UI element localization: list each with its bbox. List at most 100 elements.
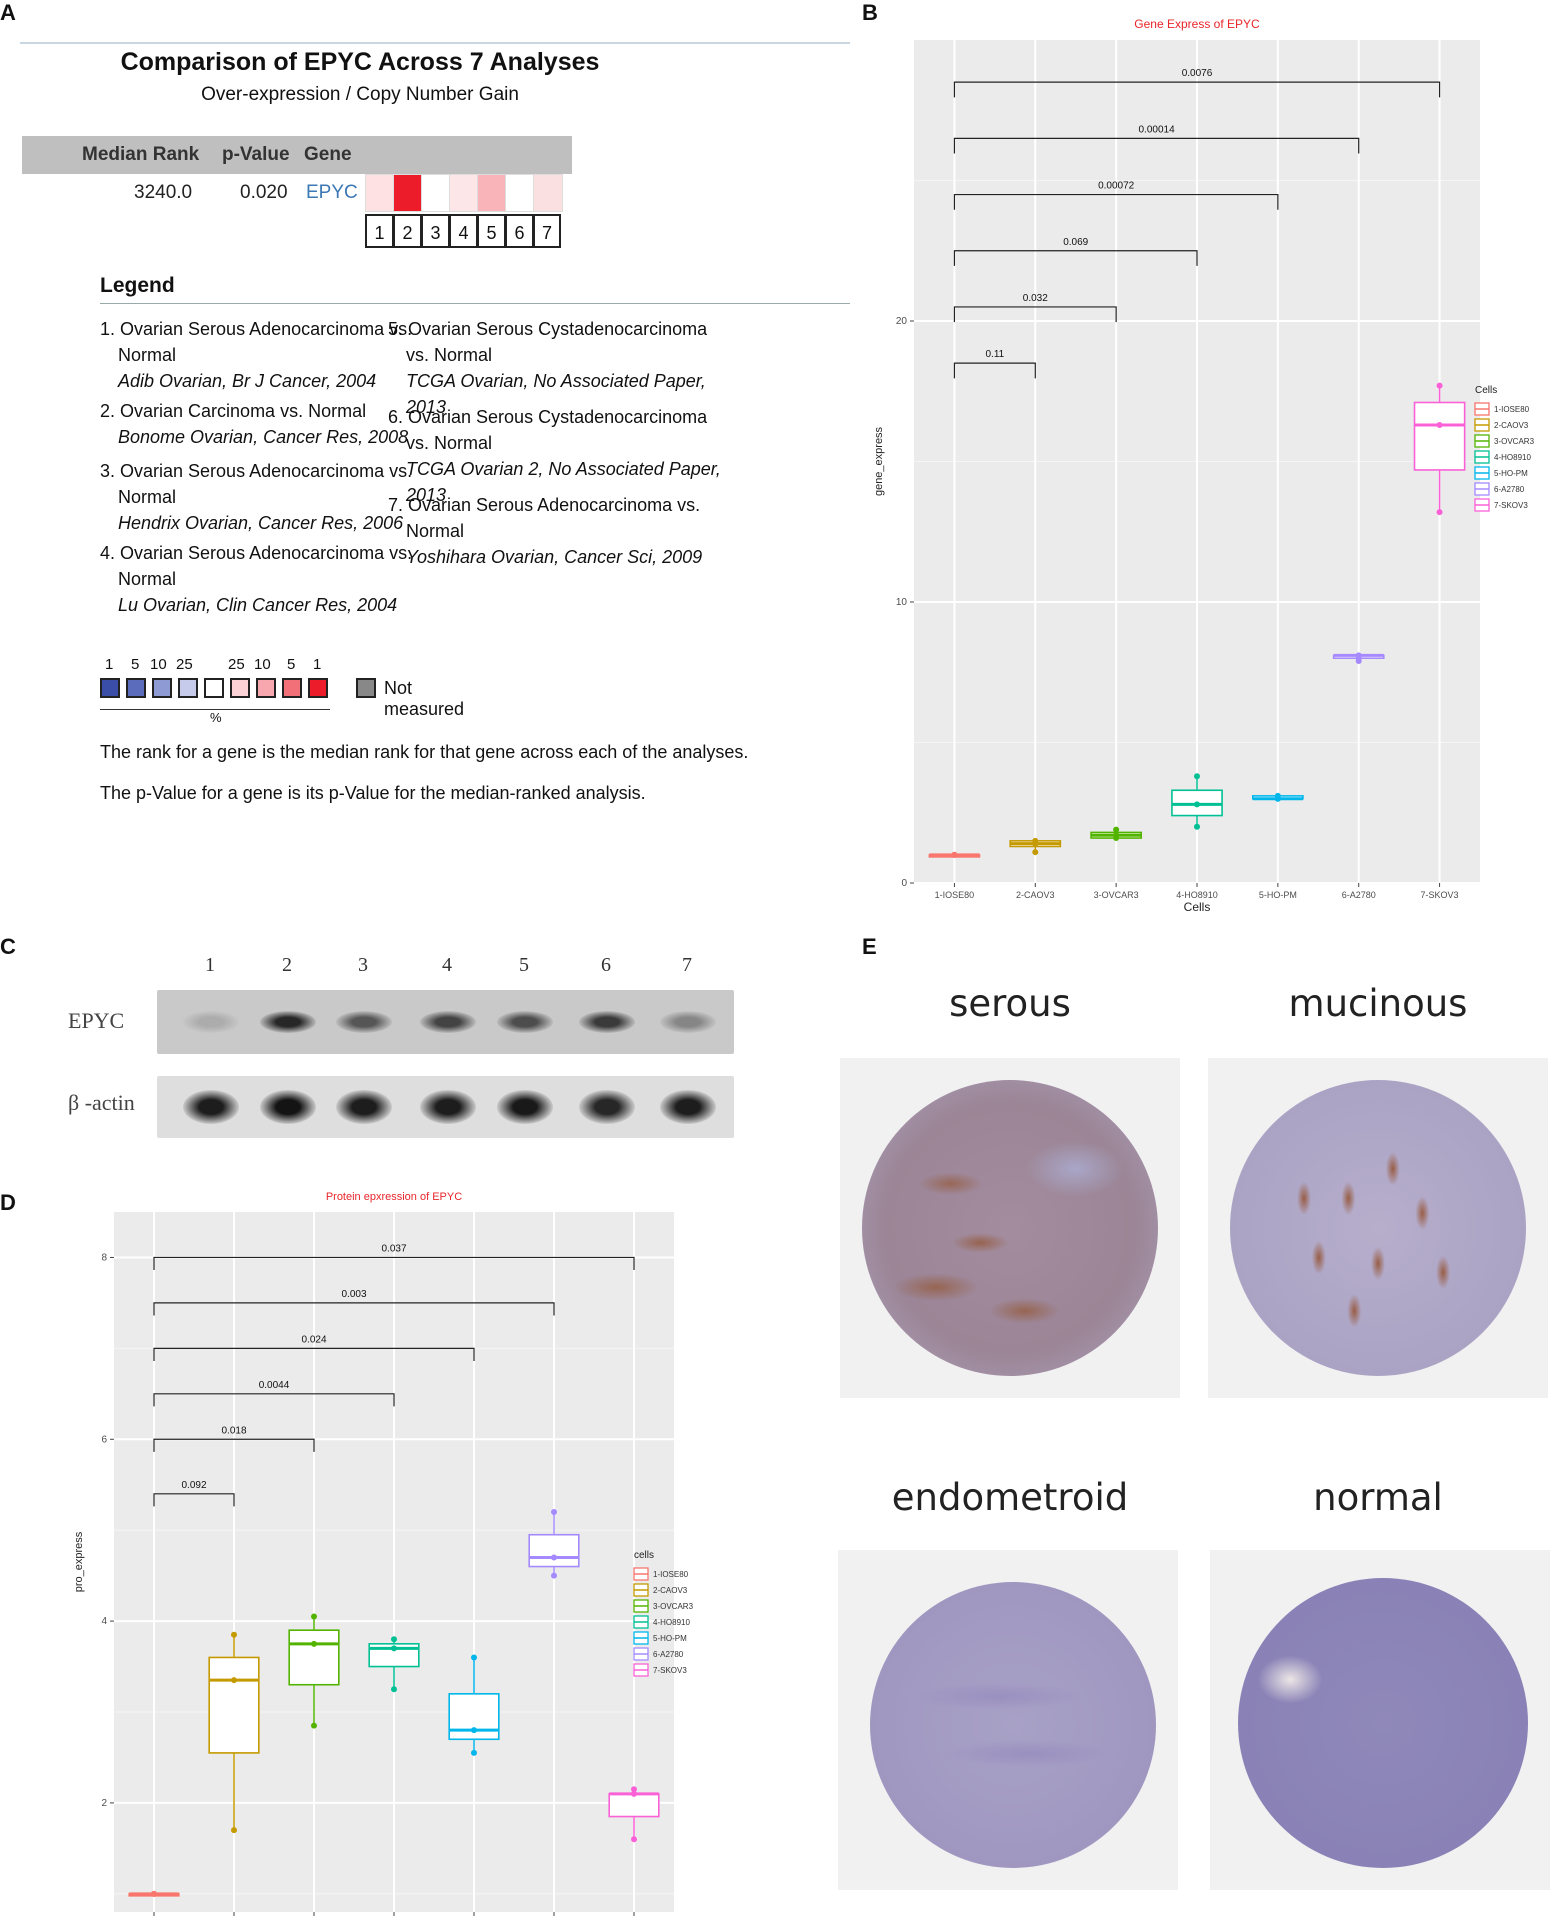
scale-label: 10	[150, 656, 167, 673]
actin-blot-label: β -actin	[68, 1090, 135, 1115]
x-tick-label: 4-HO8910	[1176, 890, 1218, 900]
scale-swatch	[282, 678, 302, 698]
p-value-label: 0.11	[985, 349, 1004, 360]
mucinous-tissue-image	[1208, 1058, 1548, 1398]
analysis-number-cell: 6	[505, 214, 533, 248]
legend-item-reference: Bonome Ovarian, Cancer Res, 2008	[118, 427, 409, 447]
serous-label: serous	[949, 982, 1071, 1025]
scale-swatch	[100, 678, 120, 698]
p-value-label: 0.092	[181, 1480, 206, 1491]
data-point	[551, 1554, 557, 1561]
x-tick-label: 6-A2780	[1342, 890, 1376, 900]
rank-note: The rank for a gene is the median rank f…	[100, 742, 749, 762]
epyc-band	[420, 1011, 476, 1033]
legend-label: 5-HO-PM	[653, 1634, 687, 1643]
median-rank-value: 3240.0	[134, 182, 193, 203]
legend-label: 4-HO8910	[1494, 453, 1531, 462]
significance-bracket	[153, 1438, 315, 1452]
p-value-label: 0.0044	[259, 1380, 290, 1391]
significance-bracket	[953, 250, 1198, 266]
legend-item: 5. Ovarian Serous Cystadenocarcinoma vs.…	[388, 316, 728, 420]
heatmap-cell	[449, 174, 479, 212]
heatmap-cell	[421, 174, 451, 212]
box	[288, 1629, 340, 1686]
y-tick-label: 10	[896, 597, 908, 608]
epyc-band	[183, 1011, 239, 1033]
data-point	[391, 1686, 397, 1693]
lane-number: 2	[282, 954, 292, 976]
rank-table-header: Median Rank p-Value Gene	[22, 136, 572, 174]
data-point	[631, 1790, 637, 1797]
actin-band	[420, 1090, 476, 1124]
legend-title: Cells	[1475, 385, 1497, 396]
data-point	[551, 1572, 557, 1579]
actin-blot	[157, 1076, 734, 1138]
box	[208, 1656, 260, 1754]
data-point	[551, 1509, 557, 1515]
legend-label: 2-CAOV3	[653, 1586, 688, 1595]
scale-percent: %	[210, 710, 222, 725]
data-point	[311, 1613, 317, 1620]
data-point	[631, 1836, 637, 1843]
legend-item-reference: TCGA Ovarian 2, No Associated Paper, 201…	[406, 459, 721, 505]
p-value-label: 0.0076	[1182, 68, 1213, 79]
scale-label: 25	[228, 656, 245, 673]
gene-link[interactable]: EPYC	[306, 182, 358, 203]
significance-bracket	[953, 81, 1441, 98]
y-axis-label: pro_express	[73, 1531, 85, 1592]
data-point	[1194, 801, 1200, 808]
data-point	[311, 1722, 317, 1729]
data-point	[1436, 421, 1443, 428]
endometroid-label: endometroid	[891, 1476, 1129, 1519]
legend-item-title: 5. Ovarian Serous Cystadenocarcinoma vs.…	[388, 319, 708, 365]
scale-label: 1	[105, 656, 114, 673]
significance-bracket	[953, 362, 1036, 379]
data-point	[1032, 849, 1039, 856]
p-value-label: 0.037	[381, 1243, 406, 1254]
analysis-number-cell: 4	[449, 214, 477, 248]
significance-bracket	[153, 1393, 395, 1407]
divider	[20, 42, 850, 44]
data-point	[1194, 823, 1200, 830]
heatmap-cell	[533, 174, 563, 212]
epyc-blot-label: EPYC	[68, 1008, 125, 1033]
x-tick-label: 3-OVCAR3	[1094, 890, 1139, 900]
x-tick-label: 2-CAOV3	[1016, 890, 1055, 900]
panel-letter-b: B	[862, 0, 878, 25]
scale-label: 10	[254, 656, 271, 673]
gene-expression-boxplot: Gene Express of EPYC 0 10 20 1-IOSE80 2-CAOV3…	[873, 17, 1535, 914]
legend-label: 1-IOSE80	[653, 1570, 689, 1579]
oncomine-panel: Comparison of EPYC Across 7 Analyses Ove…	[20, 0, 850, 820]
scale-swatch	[230, 678, 250, 698]
scale-label: 5	[131, 656, 140, 673]
y-axis-label: gene_express	[873, 426, 885, 496]
p-value-label: 0.018	[221, 1425, 246, 1436]
scale-swatch	[204, 678, 224, 698]
data-point	[631, 1786, 637, 1793]
legend-item-reference: Hendrix Ovarian, Cancer Res, 2006	[118, 513, 404, 533]
scale-swatch	[126, 678, 146, 698]
p-value-header: p-Value	[222, 144, 290, 165]
legend-item: 6. Ovarian Serous Cystadenocarcinoma vs.…	[388, 404, 728, 508]
legend-label: 6-A2780	[1494, 485, 1525, 494]
y-tick-label: 6	[101, 1434, 107, 1445]
legend-label: 1-IOSE80	[1494, 405, 1530, 414]
legend-item: 7. Ovarian Serous Adenocarcinoma vs. Nor…	[388, 492, 728, 570]
epyc-band	[260, 1011, 316, 1033]
legend-item: 2. Ovarian Carcinoma vs. Normal Bonome Ov…	[100, 398, 440, 450]
p-value-value: 0.020	[240, 182, 288, 203]
x-tick-label: 7-SKOV3	[1421, 890, 1459, 900]
legend-title: cells	[634, 1550, 654, 1561]
x-tick-label: 5-HO-PM	[1259, 890, 1297, 900]
panel-letter-c: C	[0, 934, 16, 959]
legend-item: 1. Ovarian Serous Adenocarcinoma vs. Nor…	[100, 316, 440, 394]
analysis-number-cell: 3	[421, 214, 449, 248]
significance-bracket	[153, 1493, 235, 1507]
heatmap-cell	[365, 174, 395, 212]
significance-bracket	[153, 1302, 555, 1316]
epyc-blot	[157, 990, 734, 1054]
actin-band	[183, 1090, 239, 1124]
scale-label: 1	[313, 656, 322, 673]
normal-label: normal	[1313, 1476, 1443, 1519]
significance-bracket	[953, 306, 1117, 323]
